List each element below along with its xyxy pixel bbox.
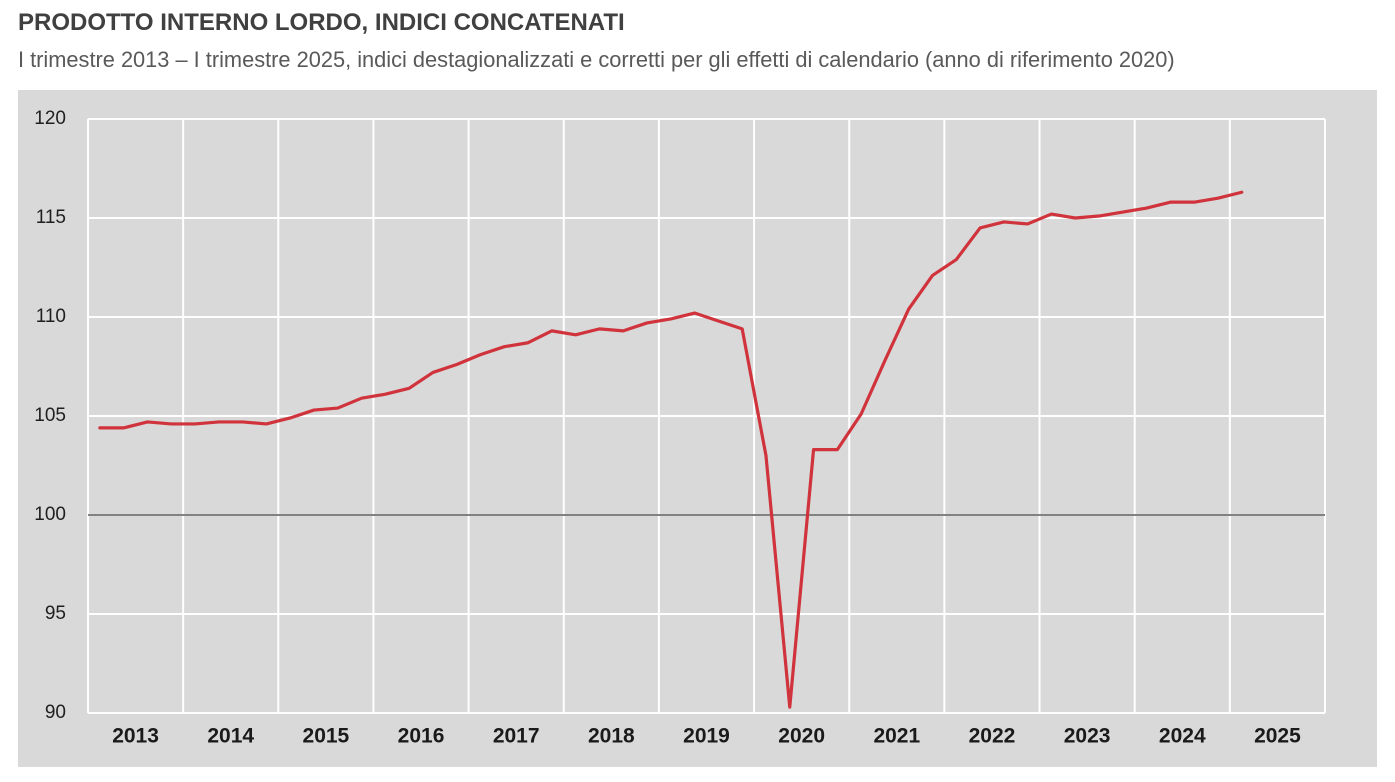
plot-background [18,90,1377,767]
chart-subtitle: I trimestre 2013 – I trimestre 2025, ind… [18,47,1175,72]
x-tick-label: 2020 [778,725,825,748]
y-tick-label: 90 [45,702,66,723]
series-layer [98,190,1244,709]
x-tick-label: 2023 [1064,725,1111,748]
x-tick-label: 2018 [588,725,635,748]
y-tick-label: 95 [45,603,66,624]
x-tick-label: 2014 [207,725,254,748]
y-tick-label: 115 [36,207,66,228]
x-axis-tick-labels: 2013 2014 2015 2016 2017 2018 2019 2020 2021 2022… [112,725,1301,748]
y-tick-label: 120 [34,108,66,129]
chart-title: PRODOTTO INTERNO LORDO, INDICI CONCATENA… [18,9,625,36]
y-tick-label: 110 [36,306,66,327]
x-tick-label: 2016 [398,725,445,748]
y-axis-tick-labels: 90 95 100 105 110 115 120 [34,108,66,723]
series-line [98,190,1244,709]
x-tick-label: 2025 [1254,725,1301,748]
x-tick-label: 2017 [493,725,540,748]
vertical-gridlines [87,119,1326,713]
y-tick-label: 100 [34,504,66,525]
x-tick-label: 2015 [303,725,350,748]
x-tick-label: 2022 [969,725,1016,748]
x-tick-label: 2013 [112,725,159,748]
x-tick-label: 2019 [683,725,730,748]
y-tick-label: 105 [34,405,66,426]
x-tick-label: 2024 [1159,725,1206,748]
x-tick-label: 2021 [873,725,920,748]
